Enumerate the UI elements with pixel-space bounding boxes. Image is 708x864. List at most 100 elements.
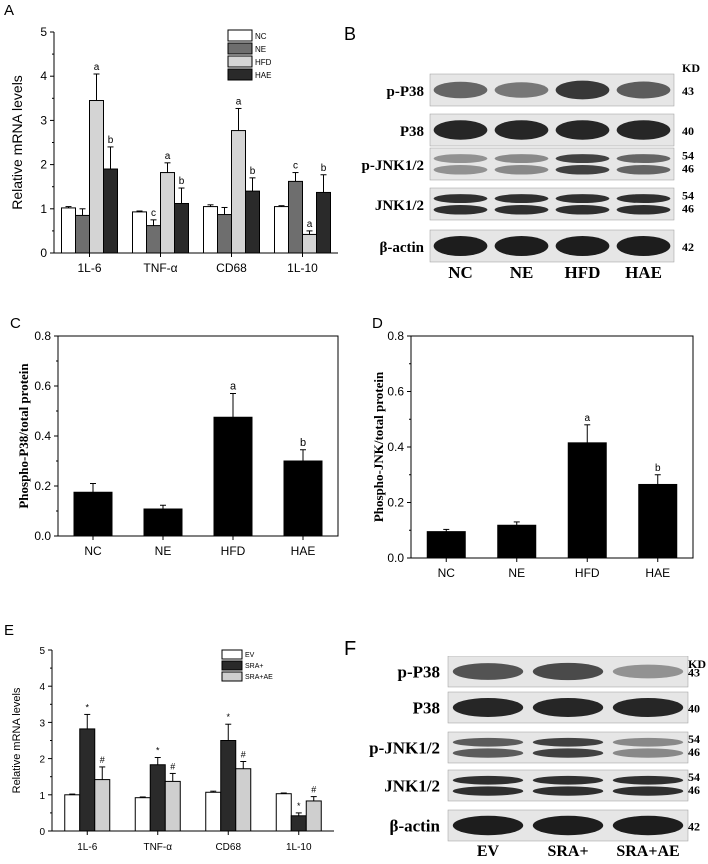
bar-ev-2 (205, 791, 222, 832)
x-tick-label: HFD (575, 566, 600, 580)
bar-sraae-1 (164, 780, 181, 832)
panel-label-c: C (10, 315, 21, 332)
bar-hfd-3 (302, 233, 317, 254)
legend-label: EV (245, 652, 255, 659)
y-tick-label: 5 (40, 25, 47, 39)
legend-swatch (227, 68, 253, 81)
band (532, 662, 604, 681)
bar-ev-0 (64, 794, 81, 832)
band (452, 815, 524, 836)
bar-ev-1 (134, 797, 151, 832)
band-lower (616, 164, 671, 175)
kd-value: 46 (682, 202, 694, 216)
y-tick-label: 5 (39, 646, 45, 657)
bar-3 (283, 460, 323, 537)
legend-label: HAE (255, 71, 271, 80)
y-axis-label: Relative mRNA levels (9, 75, 25, 210)
panel-label-d: D (372, 315, 383, 332)
protein-label: p-P38 (398, 663, 441, 682)
band-upper (555, 194, 610, 204)
kd-value: 42 (688, 820, 700, 834)
significance-label: b (250, 166, 256, 177)
x-tick-label: 1L-6 (77, 842, 97, 853)
band-lower (555, 164, 610, 175)
band-upper (612, 737, 684, 747)
y-tick-label: 0.6 (34, 379, 51, 393)
bar-1 (497, 524, 537, 559)
x-tick-label: HFD (221, 544, 246, 558)
bar-0 (426, 531, 466, 559)
bar-ne-1 (146, 225, 161, 254)
kd-value: 46 (682, 162, 694, 176)
chart-a-mrna-levels: 0 1 2 3 4 5 Relative mRNA levels 1L-6 TNF-α CD68 1… (9, 25, 338, 275)
band-upper (555, 154, 610, 164)
protein-label: P38 (400, 124, 424, 140)
kd-value: 46 (688, 745, 700, 759)
band (494, 120, 549, 140)
legend-swatch (221, 671, 243, 682)
band-lower (494, 164, 549, 175)
protein-label: p-JNK1/2 (361, 158, 424, 174)
band-upper (532, 775, 604, 785)
y-tick-label: 1 (39, 791, 45, 802)
protein-label: β-actin (389, 817, 440, 836)
band (433, 120, 488, 140)
chart-e-mrna-levels: 0 1 2 3 4 5 Relative mRNA levels 1L-6 TNF-α CD68 1… (11, 646, 334, 853)
y-tick-label: 2 (39, 755, 45, 766)
bar-hfd-1 (160, 172, 175, 254)
band (452, 663, 524, 680)
band-lower (532, 786, 604, 796)
band-lower (555, 204, 610, 215)
y-tick-label: 0.2 (387, 496, 404, 510)
legend-swatch (227, 55, 253, 68)
significance-label: * (156, 746, 160, 756)
bar-sra-0 (79, 728, 96, 832)
significance-label: b (655, 463, 661, 474)
chart-d-phospho-jnk: 0.0 0.2 0.4 0.6 0.8 Phospho-JNK/total protein… (371, 329, 694, 580)
y-tick-label: 0.8 (387, 329, 404, 343)
y-tick-label: 0.4 (387, 440, 404, 454)
bar-sraae-0 (94, 779, 111, 832)
band (555, 80, 610, 100)
y-tick-label: 3 (40, 113, 47, 127)
significance-label: c (293, 161, 298, 172)
bar-2 (213, 416, 253, 537)
significance-label: c (151, 208, 156, 219)
panel-label-e: E (4, 622, 15, 639)
legend-label: NE (255, 45, 266, 54)
kd-value: 43 (682, 84, 694, 98)
band-lower (433, 204, 488, 215)
significance-label: b (321, 163, 327, 174)
legend-label: SRA+ (245, 663, 263, 670)
x-tick-label: TNF-α (143, 842, 172, 853)
kd-value: 54 (688, 770, 700, 784)
lane-label: HFD (565, 263, 601, 282)
band (433, 81, 488, 99)
lane-label: NC (448, 263, 473, 282)
significance-label: a (230, 381, 237, 393)
significance-label: b (108, 135, 114, 146)
band (433, 235, 488, 257)
y-tick-label: 0.6 (387, 385, 404, 399)
protein-label: P38 (413, 699, 440, 718)
lane-label: EV (477, 843, 500, 860)
significance-label: a (307, 219, 313, 230)
y-tick-label: 0.2 (34, 479, 51, 493)
band-upper (433, 194, 488, 204)
band (494, 235, 549, 257)
protein-label: β-actin (379, 240, 424, 256)
band-lower (612, 786, 684, 796)
bar-ev-3 (275, 793, 292, 832)
band-lower (612, 748, 684, 758)
x-tick-label: NE (155, 544, 172, 558)
bar-nc-3 (274, 206, 289, 254)
y-tick-label: 0 (40, 246, 47, 260)
x-tick-label: NC (84, 544, 102, 558)
x-tick-label: CD68 (216, 261, 247, 275)
kd-value: 54 (682, 189, 694, 203)
bar-hae-0 (103, 168, 118, 254)
significance-label: b (300, 437, 306, 449)
bar-ne-2 (217, 214, 232, 254)
band (494, 82, 549, 98)
x-tick-label: HAE (291, 544, 316, 558)
